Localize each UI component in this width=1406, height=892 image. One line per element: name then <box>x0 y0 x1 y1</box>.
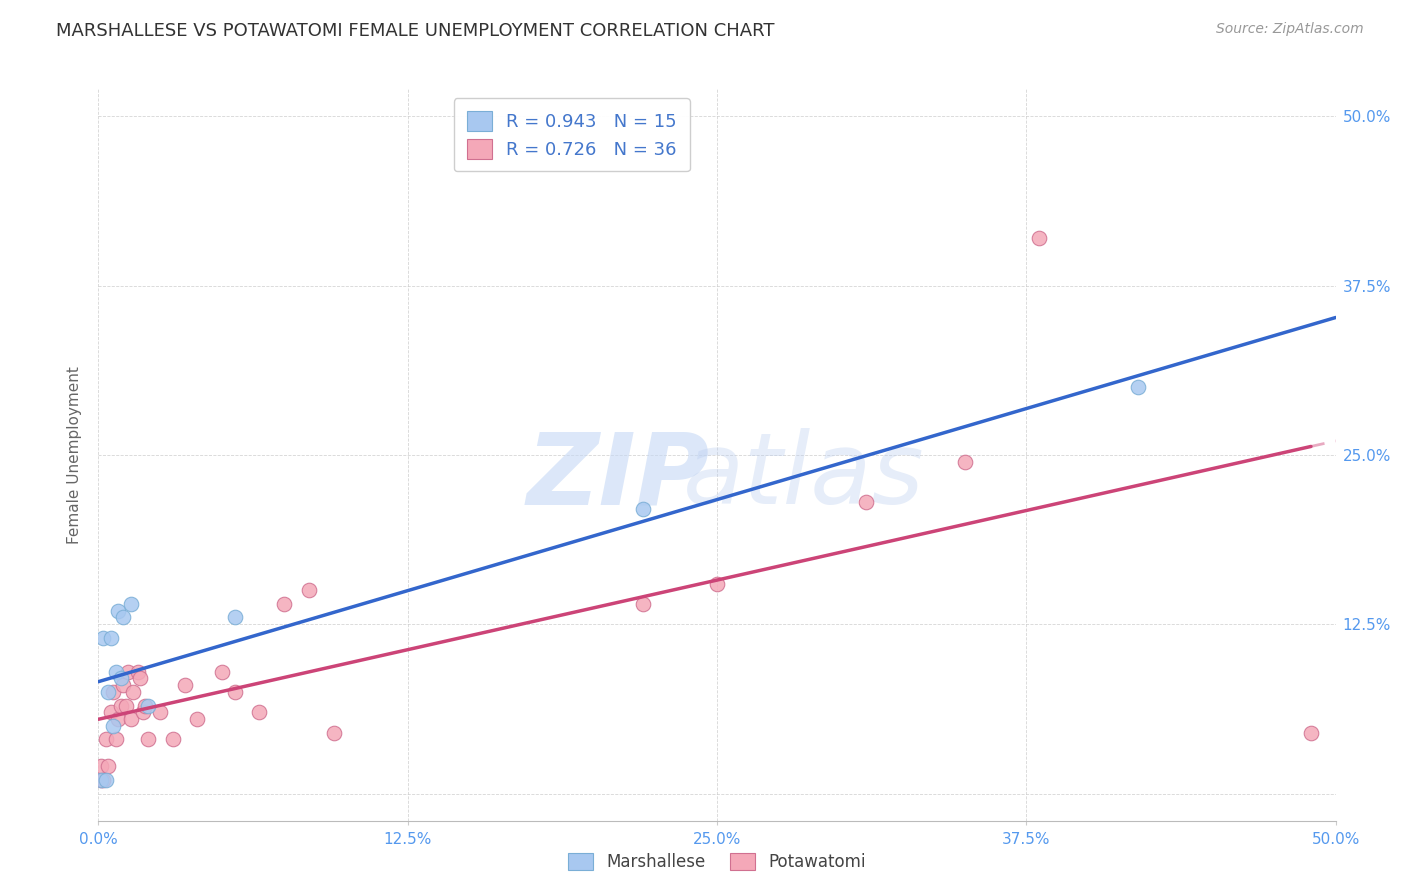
Text: Source: ZipAtlas.com: Source: ZipAtlas.com <box>1216 22 1364 37</box>
Text: ZIP: ZIP <box>527 428 710 525</box>
Text: MARSHALLESE VS POTAWATOMI FEMALE UNEMPLOYMENT CORRELATION CHART: MARSHALLESE VS POTAWATOMI FEMALE UNEMPLO… <box>56 22 775 40</box>
Point <box>127 665 149 679</box>
Point <box>103 685 125 699</box>
Point <box>112 610 135 624</box>
Point <box>94 772 117 787</box>
Point <box>97 759 120 773</box>
Point <box>631 597 654 611</box>
Point <box>298 583 321 598</box>
Point <box>132 706 155 720</box>
Point <box>93 772 115 787</box>
Point <box>1299 725 1322 739</box>
Point <box>129 672 152 686</box>
Point <box>120 597 142 611</box>
Point <box>149 706 172 720</box>
Point <box>134 698 156 713</box>
Point <box>122 685 145 699</box>
Point <box>110 672 132 686</box>
Point <box>855 495 877 509</box>
Point <box>112 678 135 692</box>
Point <box>93 631 115 645</box>
Text: atlas: atlas <box>683 428 925 525</box>
Point <box>174 678 197 692</box>
Point <box>224 685 246 699</box>
Point <box>104 665 127 679</box>
Point <box>186 712 208 726</box>
Point <box>90 772 112 787</box>
Point <box>100 631 122 645</box>
Point <box>247 706 270 720</box>
Legend: Marshallese, Potawatomi: Marshallese, Potawatomi <box>561 847 873 878</box>
Point <box>90 772 112 787</box>
Point <box>162 732 184 747</box>
Point <box>107 604 129 618</box>
Point <box>110 698 132 713</box>
Point <box>94 732 117 747</box>
Point <box>224 610 246 624</box>
Point <box>1028 231 1050 245</box>
Y-axis label: Female Unemployment: Female Unemployment <box>67 366 83 544</box>
Point <box>953 455 976 469</box>
Point <box>706 576 728 591</box>
Point <box>1126 380 1149 394</box>
Point <box>273 597 295 611</box>
Point <box>114 698 136 713</box>
Point <box>136 698 159 713</box>
Point <box>90 759 112 773</box>
Point <box>322 725 344 739</box>
Point <box>136 732 159 747</box>
Point <box>107 712 129 726</box>
Point <box>631 502 654 516</box>
Point <box>103 719 125 733</box>
Point <box>100 706 122 720</box>
Point <box>97 685 120 699</box>
Point <box>120 712 142 726</box>
Point <box>117 665 139 679</box>
Point <box>211 665 233 679</box>
Point <box>104 732 127 747</box>
